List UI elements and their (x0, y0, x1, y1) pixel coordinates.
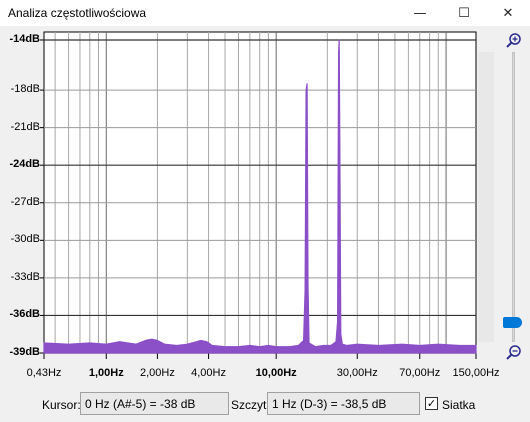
y-tick-label: -39dB (9, 346, 40, 358)
y-tick-label: -30dB (10, 233, 40, 246)
zoom-slider-track[interactable] (512, 52, 515, 342)
x-tick-label: 30,00Hz (336, 367, 378, 379)
grid-checkbox[interactable]: ✓ (425, 397, 438, 410)
title-bar: Analiza częstotliwościowa — ☐ ✕ (0, 0, 530, 26)
x-tick-label: 150,00Hz (452, 367, 500, 379)
y-tick-label: -27dB (10, 195, 40, 208)
peak-label: Szczyt: (231, 398, 270, 412)
x-tick-label: 4,00Hz (191, 367, 226, 379)
x-tick-label: 0,43Hz (26, 367, 62, 379)
peak-value-field: 1 Hz (D-3) = -38,5 dB (267, 392, 420, 415)
y-tick-label: -24dB (9, 158, 40, 171)
maximize-button[interactable]: ☐ (458, 5, 470, 21)
y-tick-label: -14dB (9, 33, 40, 45)
y-tick-label: -18dB (10, 83, 40, 96)
cursor-value-field: 0 Hz (A#-5) = -38 dB (80, 392, 229, 415)
x-tick-label: 2,00Hz (139, 367, 175, 379)
x-tick-label: 1,00Hz (88, 367, 124, 379)
close-button[interactable]: ✕ (502, 5, 514, 21)
zoom-slider-thumb[interactable] (503, 316, 522, 328)
window-title: Analiza częstotliwościowa (8, 6, 147, 20)
y-tick-label: -36dB (9, 308, 40, 321)
y-tick-label: -33dB (10, 270, 40, 283)
y-tick-label: -21dB (10, 120, 40, 133)
grid-checkbox-label[interactable]: Siatka (442, 398, 476, 412)
spectrum-series (43, 39, 477, 354)
minimize-button[interactable]: — (413, 5, 427, 21)
zoom-out-icon[interactable] (505, 344, 523, 362)
x-tick-label: 10,00Hz (255, 367, 297, 379)
x-tick-label: 70,00Hz (399, 367, 441, 379)
zoom-in-icon[interactable] (505, 32, 523, 50)
vertical-scroll-area[interactable] (478, 52, 494, 342)
cursor-label: Kursor: (42, 398, 81, 412)
